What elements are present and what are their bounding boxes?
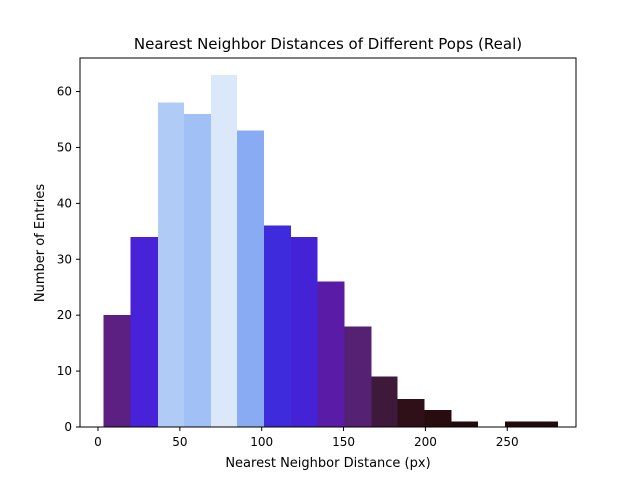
y-tick-label: 50 xyxy=(57,140,72,154)
histogram-bar-16 xyxy=(531,421,558,427)
x-tick-label: 200 xyxy=(414,435,437,449)
histogram-bar-11 xyxy=(397,399,425,427)
x-tick-label: 0 xyxy=(94,435,102,449)
x-tick-label: 150 xyxy=(332,435,355,449)
x-tick-label: 250 xyxy=(496,435,519,449)
y-tick-label: 40 xyxy=(57,196,72,210)
histogram-bar-3 xyxy=(183,113,211,427)
y-tick-label: 10 xyxy=(57,364,72,378)
y-tick-label: 0 xyxy=(64,420,72,434)
histogram-bar-12 xyxy=(424,410,452,427)
histogram-bar-15 xyxy=(504,421,532,427)
y-axis-ticks: 0 10 20 30 40 50 60 xyxy=(57,85,80,434)
x-axis-ticks: 0 50 100 150 200 250 xyxy=(94,427,519,449)
x-tick-label: 100 xyxy=(250,435,273,449)
histogram-bar-7 xyxy=(291,236,318,427)
y-tick-label: 20 xyxy=(57,308,72,322)
x-tick-label: 50 xyxy=(172,435,187,449)
y-axis-label: Number of Entries xyxy=(33,184,48,303)
plot-frame xyxy=(79,57,577,428)
histogram-bar-9 xyxy=(344,326,372,427)
histogram-bar-10 xyxy=(371,376,398,427)
histogram-bar-0 xyxy=(103,315,131,427)
y-tick-label: 30 xyxy=(57,252,72,266)
y-tick-label: 60 xyxy=(57,85,72,99)
x-axis-label: Nearest Neighbor Distance (px) xyxy=(225,456,430,471)
histogram-bar-4 xyxy=(210,74,238,427)
histogram-bar-5 xyxy=(237,130,265,427)
histogram-bar-6 xyxy=(264,225,292,427)
histogram-bar-2 xyxy=(157,102,184,428)
chart-title: Nearest Neighbor Distances of Different … xyxy=(134,35,522,53)
histogram-bar-1 xyxy=(130,236,158,427)
histogram-bar-8 xyxy=(317,281,345,427)
bars-group xyxy=(103,74,558,428)
histogram-bar-13 xyxy=(451,421,478,427)
